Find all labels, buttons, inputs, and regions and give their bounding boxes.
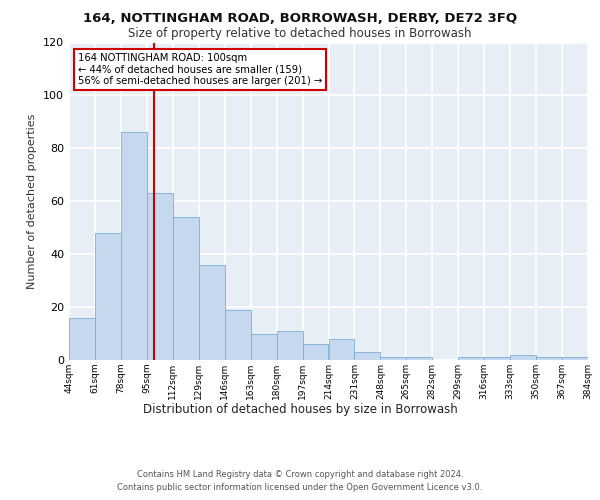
Bar bbox=[536, 358, 562, 360]
Bar bbox=[355, 352, 380, 360]
Bar bbox=[277, 331, 302, 360]
Bar bbox=[224, 310, 251, 360]
Bar bbox=[69, 318, 95, 360]
Bar bbox=[121, 132, 147, 360]
Bar bbox=[510, 354, 536, 360]
Text: Contains HM Land Registry data © Crown copyright and database right 2024.
Contai: Contains HM Land Registry data © Crown c… bbox=[118, 470, 482, 492]
Bar bbox=[562, 358, 588, 360]
Bar bbox=[484, 358, 510, 360]
Bar bbox=[458, 358, 484, 360]
Bar bbox=[199, 265, 224, 360]
Y-axis label: Number of detached properties: Number of detached properties bbox=[28, 114, 37, 289]
Bar bbox=[302, 344, 329, 360]
Bar bbox=[380, 358, 406, 360]
Bar bbox=[406, 358, 432, 360]
Text: Distribution of detached houses by size in Borrowash: Distribution of detached houses by size … bbox=[143, 402, 457, 415]
Bar bbox=[251, 334, 277, 360]
Text: 164, NOTTINGHAM ROAD, BORROWASH, DERBY, DE72 3FQ: 164, NOTTINGHAM ROAD, BORROWASH, DERBY, … bbox=[83, 12, 517, 26]
Text: 164 NOTTINGHAM ROAD: 100sqm
← 44% of detached houses are smaller (159)
56% of se: 164 NOTTINGHAM ROAD: 100sqm ← 44% of det… bbox=[78, 53, 322, 86]
Text: Size of property relative to detached houses in Borrowash: Size of property relative to detached ho… bbox=[128, 28, 472, 40]
Bar bbox=[147, 194, 173, 360]
Bar bbox=[173, 217, 199, 360]
Bar bbox=[329, 339, 355, 360]
Bar bbox=[95, 233, 121, 360]
